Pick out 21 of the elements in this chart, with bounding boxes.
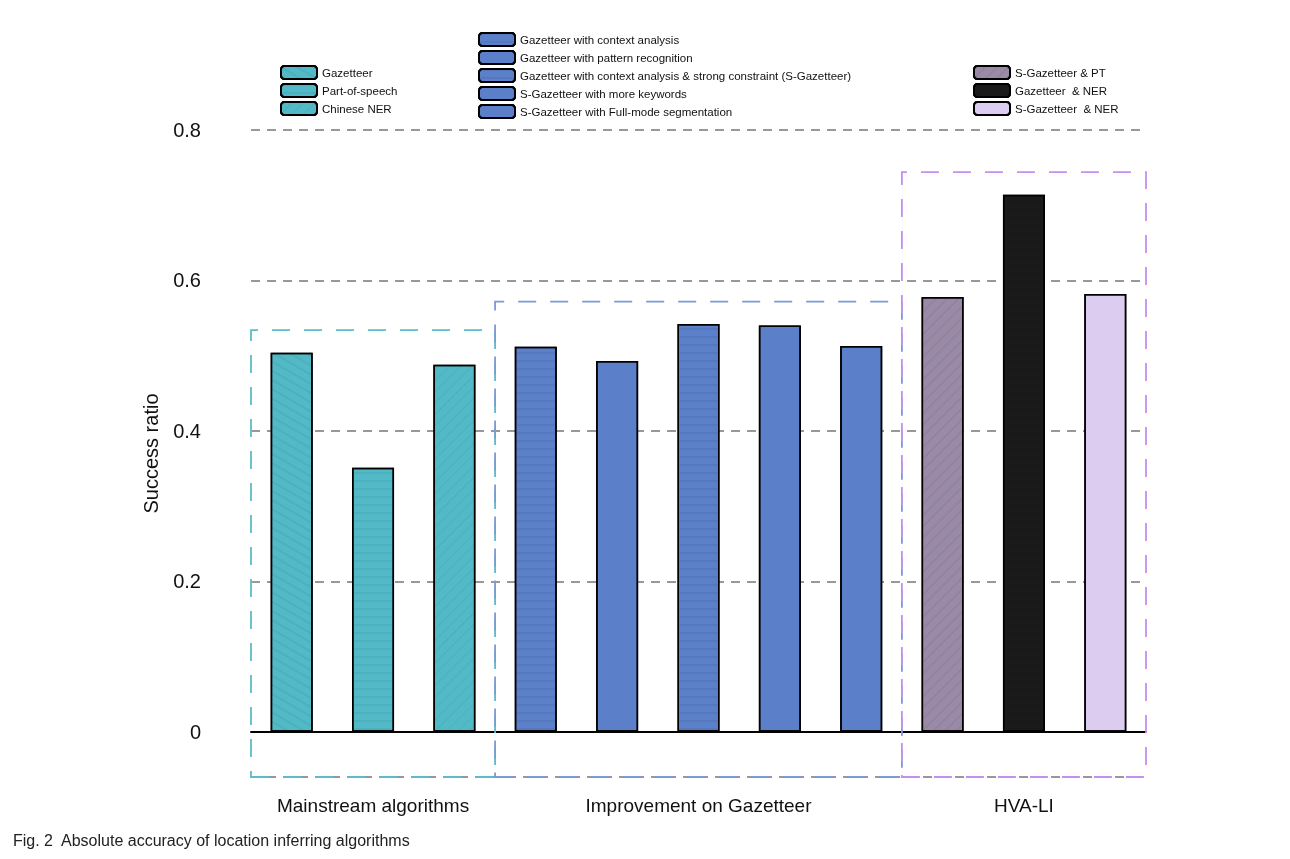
legend-label: S-Gazetteer with Full-mode segmentation: [520, 105, 733, 118]
y-tick-label: 0.2: [173, 570, 201, 593]
y-tick-label: 0.4: [173, 419, 201, 442]
text: Improvement on Gazetteer: [585, 794, 813, 816]
text: Fig. 2 Absolute accuracy of location inferring algorithms: [13, 831, 410, 849]
y-tick-label: 0: [189, 720, 201, 743]
legend-label: Gazetteer & NER: [1015, 84, 1108, 97]
text: HVA-LI: [994, 794, 1054, 816]
legend-label: S-Gazetteer with more keywords: [520, 87, 688, 100]
legend-label: S-Gazetteer & NER: [1015, 102, 1119, 115]
legend-label: Gazetteer: [322, 66, 373, 79]
y-tick-label: 0.8: [173, 119, 201, 141]
legend-label: Gazetteer with context analysis & strong constraint (S-Gazetteer): [520, 69, 852, 82]
legend-label: Gazetteer with context analysis: [520, 33, 680, 46]
text: Mainstream algorithms: [276, 794, 470, 816]
legend-label: Chinese NER: [322, 102, 392, 115]
y-tick-label: 0.6: [173, 269, 201, 292]
legend-label: S-Gazetteer & PT: [1015, 66, 1106, 79]
legend-label: Gazetteer with pattern recognition: [520, 51, 693, 64]
legend-label: Part-of-speech: [322, 84, 398, 97]
y-axis-title: Success ratio: [140, 393, 162, 514]
